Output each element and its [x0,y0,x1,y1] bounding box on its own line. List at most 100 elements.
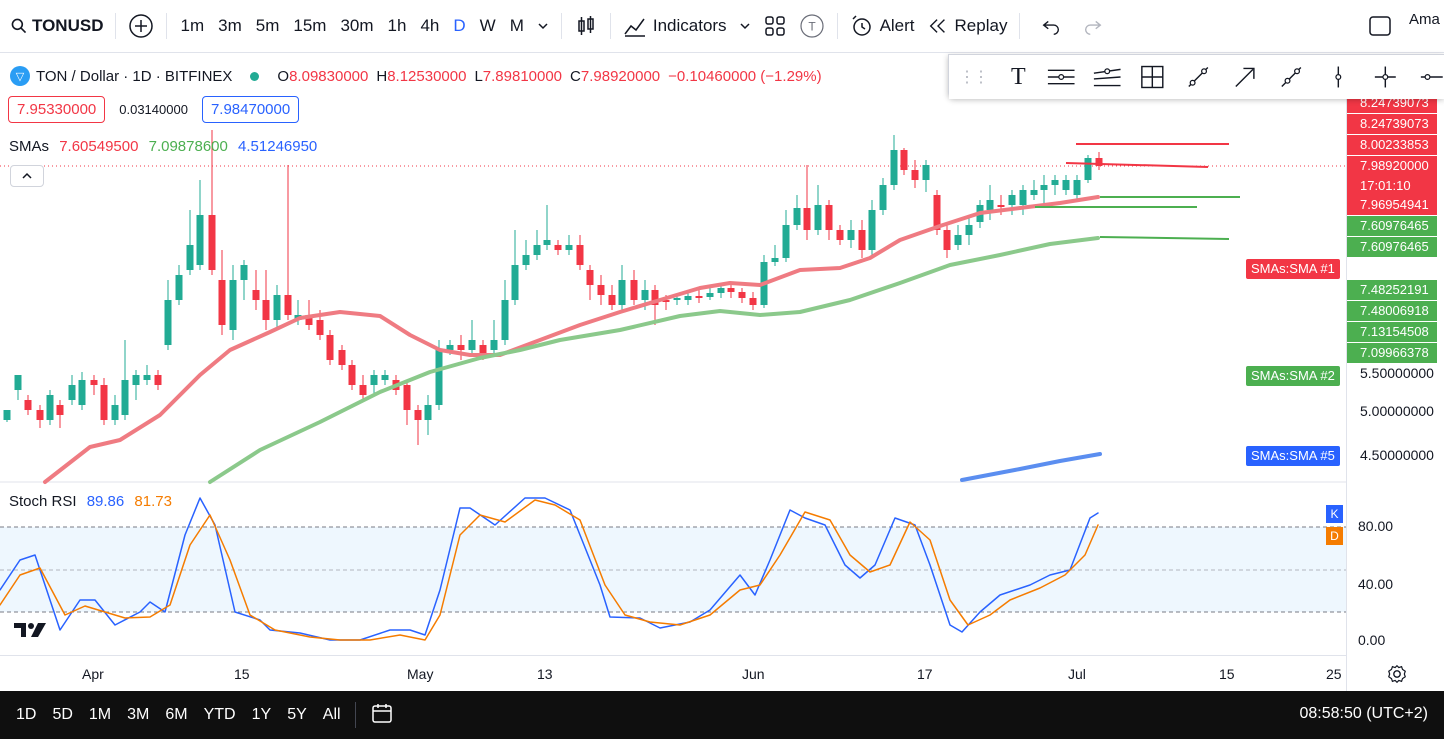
candle-body [565,245,573,250]
range-5y[interactable]: 5Y [287,706,307,723]
stoch-rsi-legend[interactable]: Stoch RSI 89.86 81.73 [9,493,172,510]
add-symbol-button[interactable] [122,8,160,44]
interval-m-month[interactable]: M [509,16,524,35]
interval-1h[interactable]: 1h [387,16,407,35]
go-to-date-button[interactable] [362,701,402,730]
range-3m[interactable]: 3M [127,706,150,723]
price-scale-tag: 7.96954941 [1347,195,1437,215]
separator [166,13,168,39]
symbol-legend: ▽ TON / Dollar · 1D · BITFINEX O 8.098300… [10,66,822,86]
candle-body [933,195,941,230]
price-level-label: 5.50000000 [1360,365,1434,381]
candle-body [554,245,562,250]
range-1d[interactable]: 1D [16,706,37,723]
candle-body [381,375,389,380]
close-value: 7.98920000 [580,67,661,85]
buy-button[interactable]: 7.98470000 [201,96,300,123]
interval-5m[interactable]: 5m [255,16,280,35]
low-value: 7.89810000 [482,67,563,85]
candle-body [836,230,844,240]
stoch-level-label: 0.00 [1358,632,1386,648]
symbol-search[interactable]: TONUSD [0,8,109,44]
legend-title[interactable]: TON / Dollar · 1D · BITFINEX [36,67,233,85]
interval-dropdown[interactable] [531,8,555,44]
ray-tool-icon[interactable] [1278,63,1305,91]
candle-body [338,350,346,365]
trend-line-icon[interactable] [1185,63,1212,91]
time-scale[interactable] [0,655,1346,691]
price-scale-tag: 7.48006918 [1347,301,1437,321]
horizontal-lines-icon[interactable] [1046,65,1076,89]
collapse-legend-button[interactable] [10,165,44,187]
interval-d[interactable]: D [453,16,466,35]
chart-type-button[interactable] [568,8,604,44]
candle-body [68,385,76,400]
range-6m[interactable]: 6M [165,706,188,723]
spread-value: 0.03140000 [119,102,188,117]
tradingview-logo-icon[interactable] [12,620,52,645]
text-tool-icon[interactable]: T [1011,63,1026,90]
alert-button[interactable]: Alert [844,8,921,44]
calendar-icon [371,703,392,723]
stoch-d-value: 81.73 [134,493,172,510]
candle-body [858,230,866,250]
sma-legend[interactable]: SMAs 7.60549500 7.09878600 4.51246950 [9,138,317,155]
sma3-value: 4.51246950 [238,138,318,155]
separator [115,13,117,39]
pitchfork-icon[interactable] [1092,65,1122,89]
settings-gear-button[interactable] [1386,663,1408,690]
candle-body [326,335,334,360]
sell-button[interactable]: 7.95330000 [8,96,106,123]
layout-button[interactable] [757,8,793,44]
candle-body [111,405,119,420]
indicators-dropdown[interactable] [733,8,757,44]
interval-w[interactable]: W [479,16,496,35]
candle-body [370,375,378,385]
templates-button[interactable]: T [793,8,831,44]
chevron-down-icon [740,23,750,30]
arrow-tool-icon[interactable] [1232,63,1259,91]
sma-scale-tag[interactable]: SMAs:SMA #5 [1246,446,1340,466]
sma-scale-tag[interactable]: SMAs:SMA #2 [1246,366,1340,386]
candle-body [738,292,746,298]
frame-tool-icon[interactable] [1139,63,1166,91]
bottom-bar: 1D 5D 1M 3M 6M YTD 1Y 5Y All 08:58:50 (UTC+2) [0,691,1444,739]
range-1m[interactable]: 1M [88,706,112,723]
price-scale-tag: 7.09966378 [1347,343,1437,363]
candle-body [36,410,44,420]
candle-body [175,275,183,300]
vertical-line-icon[interactable] [1325,63,1352,91]
horizontal-ray-icon[interactable] [1418,63,1444,91]
price-chart[interactable] [0,54,1346,655]
fullscreen-button[interactable] [1362,8,1398,44]
interval-30m[interactable]: 30m [340,16,374,35]
candle-body [490,340,498,350]
clock-timezone[interactable]: 08:58:50 (UTC+2) [1299,705,1428,722]
replay-button[interactable]: Replay [921,8,1014,44]
crosshair-line-icon[interactable] [1372,63,1399,91]
candle-body [240,265,248,280]
range-ytd[interactable]: YTD [203,706,236,723]
time-label: Jul [1068,666,1086,682]
time-label: 15 [1219,666,1235,682]
candle-body [1008,195,1016,205]
interval-3m[interactable]: 3m [218,16,242,35]
interval-15m[interactable]: 15m [293,16,327,35]
range-1y[interactable]: 1Y [251,706,272,723]
indicators-button[interactable]: Indicators [617,8,733,44]
sma-scale-tag[interactable]: SMAs:SMA #1 [1246,259,1340,279]
stoch-k-badge: K [1326,505,1343,523]
candle-body [597,285,605,295]
interval-4h[interactable]: 4h [420,16,440,35]
redo-button[interactable] [1076,8,1110,44]
range-5d[interactable]: 5D [52,706,73,723]
range-all[interactable]: All [322,706,341,723]
candle-body [46,395,54,420]
drag-handle-icon[interactable]: ⋮⋮ [959,69,989,86]
undo-button[interactable] [1034,8,1068,44]
range-group: 1D 5D 1M 3M 6M YTD 1Y 5Y All [8,706,349,724]
candle-body [922,165,930,180]
interval-1m[interactable]: 1m [180,16,205,35]
candle-body [1051,180,1059,185]
account-label[interactable]: Ama [1409,11,1440,28]
